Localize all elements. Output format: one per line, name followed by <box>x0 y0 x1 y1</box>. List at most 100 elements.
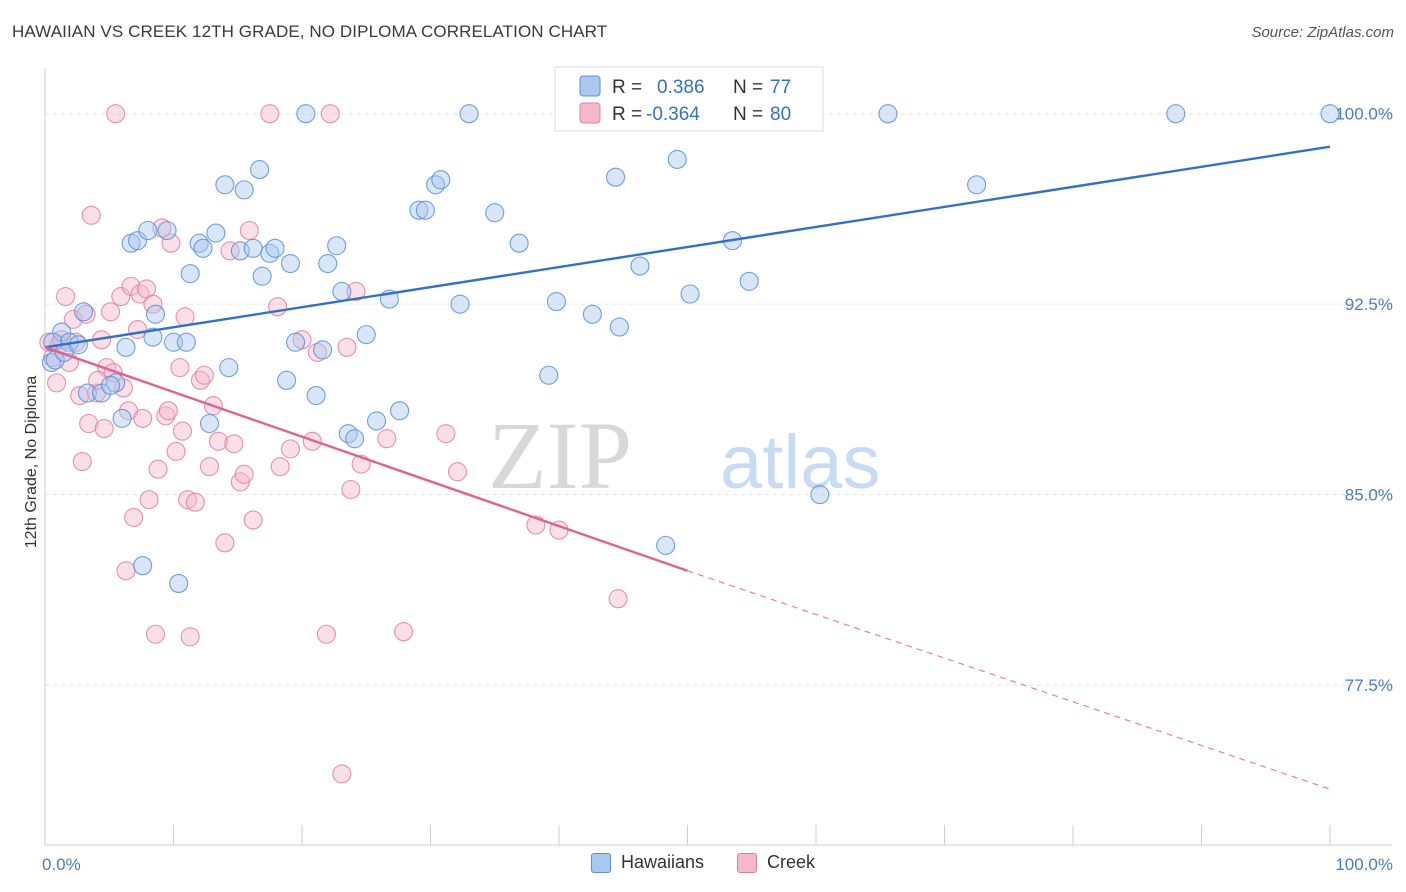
data-point <box>436 424 456 444</box>
data-point <box>739 271 759 291</box>
data-point <box>605 167 626 187</box>
axes <box>44 68 1392 846</box>
data-point <box>111 286 131 307</box>
data-point <box>485 203 505 223</box>
data-point <box>178 490 198 510</box>
data-point <box>180 264 200 284</box>
data-point <box>243 238 263 258</box>
data-point <box>224 434 244 454</box>
data-point <box>337 337 357 357</box>
data-point <box>539 365 559 385</box>
data-point <box>260 104 280 124</box>
data-point <box>280 253 300 274</box>
data-point <box>161 233 181 253</box>
stats-legend-swatch-creek <box>579 102 601 124</box>
data-point <box>185 492 205 512</box>
stats-r-label-creek: R = <box>612 104 642 125</box>
data-point <box>667 149 687 169</box>
data-point <box>265 238 285 258</box>
data-point <box>313 340 333 360</box>
data-point <box>426 175 446 195</box>
data-point <box>234 180 254 200</box>
data-point <box>47 373 67 393</box>
data-point <box>70 386 90 406</box>
data-point <box>79 413 99 434</box>
data-point <box>346 281 366 302</box>
data-point <box>219 358 239 378</box>
data-point <box>459 104 479 124</box>
data-point <box>148 459 168 479</box>
stats-n-label-creek: N = <box>733 104 763 125</box>
data-point <box>63 309 83 329</box>
data-point <box>133 408 153 428</box>
data-point <box>356 325 376 345</box>
data-point <box>296 104 316 124</box>
data-point <box>199 413 220 434</box>
data-point <box>94 419 114 439</box>
data-point <box>158 401 178 421</box>
data-point <box>208 431 229 451</box>
data-point <box>393 622 414 642</box>
y-tick-label: 77.5% <box>1345 676 1393 695</box>
grid-lines <box>45 113 1392 686</box>
data-point <box>609 317 629 337</box>
x-tick-label: 100.0% <box>1335 855 1393 874</box>
data-point <box>116 561 136 581</box>
data-point <box>100 375 121 395</box>
legend-swatch-creek <box>737 852 758 873</box>
data-point <box>139 490 159 510</box>
data-point <box>243 510 263 530</box>
data-point <box>220 241 240 261</box>
data-point <box>345 429 365 449</box>
legend-item-hawaiians: Hawaiians <box>590 852 704 873</box>
tick-labels: 100.0% 92.5% 85.0% 77.5% 0.0% 100.0% <box>42 105 1393 874</box>
data-point <box>1320 104 1340 124</box>
data-point <box>76 304 96 324</box>
hawaiians-points <box>41 104 1340 594</box>
watermark: ZIP atlas <box>488 402 881 509</box>
data-point <box>169 573 189 594</box>
data-point <box>306 386 326 406</box>
data-point <box>68 335 88 355</box>
x-tick-label: 0.0% <box>42 855 81 874</box>
data-point <box>145 624 166 644</box>
y-tick-label: 92.5% <box>1345 295 1393 314</box>
data-point <box>100 302 121 322</box>
data-point <box>106 373 126 393</box>
data-point <box>509 233 529 253</box>
stats-legend: R = 0.386 N = 77 R = -0.364 N = 80 <box>554 66 824 132</box>
trendline-creek-extension <box>687 570 1331 790</box>
legend-label-creek: Creek <box>767 852 816 872</box>
data-point <box>680 284 700 304</box>
data-point <box>447 462 468 482</box>
data-point <box>170 358 190 378</box>
data-point <box>206 223 226 243</box>
data-point <box>193 238 213 258</box>
data-point <box>415 200 435 220</box>
legend-swatch-hawaiians <box>590 852 611 873</box>
legend-item-creek: Creek <box>737 852 815 873</box>
watermark-atlas: atlas <box>720 420 881 505</box>
data-point <box>172 421 193 441</box>
legend-label-hawaiians: Hawaiians <box>620 852 704 872</box>
stats-r-value-creek: -0.364 <box>646 104 700 125</box>
creek-points <box>39 104 628 784</box>
data-point <box>320 104 340 124</box>
data-point <box>810 485 830 505</box>
data-point <box>106 104 126 124</box>
stats-n-value-hawaiians: 77 <box>770 77 791 98</box>
data-point <box>189 233 209 253</box>
data-point <box>152 218 172 238</box>
data-point <box>143 327 163 347</box>
data-point <box>199 457 220 477</box>
data-point <box>656 535 676 555</box>
data-point <box>56 286 76 307</box>
data-point <box>431 170 451 190</box>
data-point <box>316 624 336 644</box>
stats-legend-swatch-hawaiians <box>579 75 601 97</box>
data-point <box>967 175 987 195</box>
data-point <box>878 104 898 124</box>
trendline-creek <box>44 346 688 572</box>
data-point <box>77 383 97 403</box>
